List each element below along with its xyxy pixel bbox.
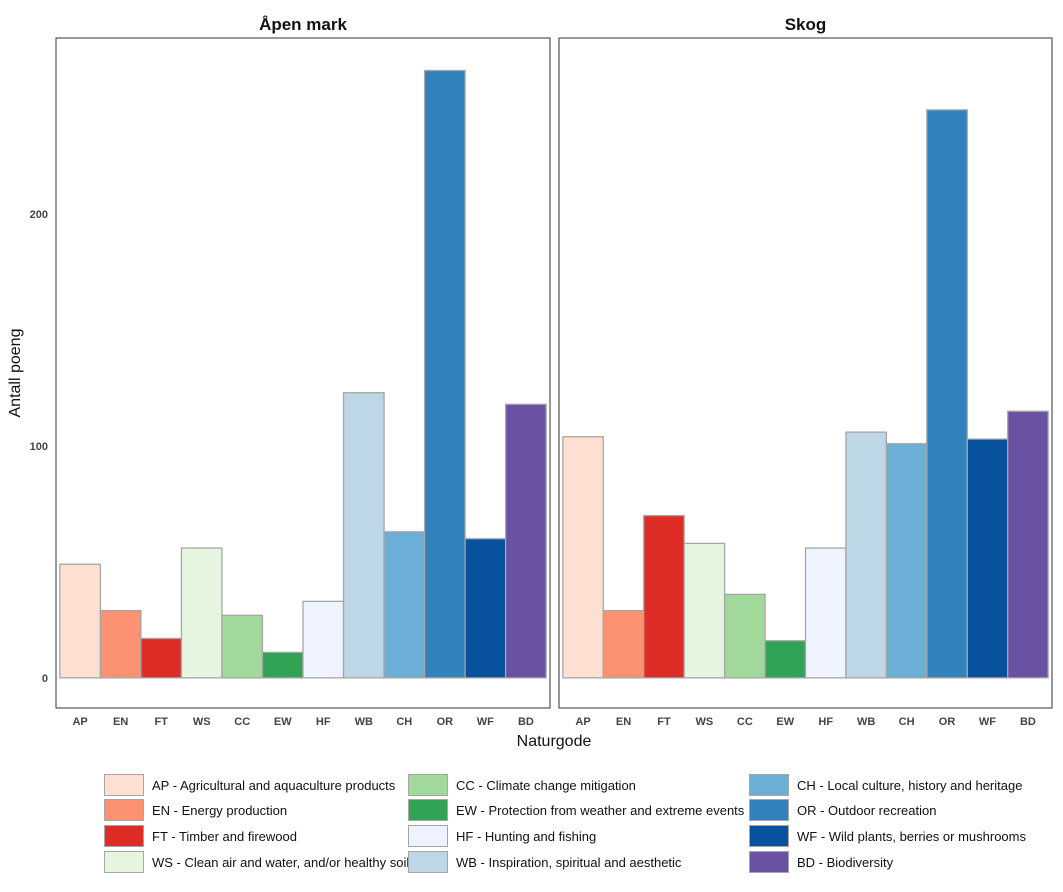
bar-WF (966, 438, 1009, 679)
x-tick-label: FT (657, 716, 671, 728)
legend-swatch (749, 825, 789, 847)
legend-label: WS - Clean air and water, and/or healthy… (152, 854, 410, 870)
legend-label: EW - Protection from weather and extreme… (456, 802, 745, 818)
bar-BD (1007, 410, 1049, 679)
legend-item-EW: EW - Protection from weather and extreme… (408, 798, 744, 822)
x-tick-label: WS (193, 716, 211, 728)
legend-item-EN: EN - Energy production (104, 798, 287, 822)
bar-BD (504, 403, 547, 679)
legend-item-OR: OR - Outdoor recreation (749, 798, 936, 822)
bar-WB (342, 392, 385, 679)
legend-item-HF: HF - Hunting and fishing (408, 824, 596, 848)
legend-label: OR - Outdoor recreation (797, 802, 937, 818)
bar-CC (221, 614, 264, 679)
x-tick-label: FT (154, 716, 168, 728)
legend-label: AP - Agricultural and aquaculture produc… (152, 777, 396, 793)
bar-WF (464, 538, 507, 679)
bar-EW (764, 640, 807, 679)
legend-swatch (408, 774, 448, 796)
x-tick-label: OR (939, 716, 956, 728)
x-tick-label: CC (234, 716, 250, 728)
panel-title: Åpen mark (259, 15, 347, 34)
legend-label: CH - Local culture, history and heritage (797, 777, 1023, 793)
x-tick-label: AP (575, 716, 590, 728)
legend-label: FT - Timber and firewood (152, 828, 297, 844)
legend-item-WB: WB - Inspiration, spiritual and aestheti… (408, 850, 681, 874)
x-tick-label: HF (818, 716, 833, 728)
legend-label: WF - Wild plants, berries or mushrooms (797, 828, 1026, 844)
legend-item-WF: WF - Wild plants, berries or mushrooms (749, 824, 1026, 848)
x-tick-label: BD (518, 716, 534, 728)
legend-swatch (408, 799, 448, 821)
bar-AP (562, 436, 604, 679)
x-tick-label: EN (616, 716, 631, 728)
legend-swatch (749, 851, 789, 873)
legend-item-BD: BD - Biodiversity (749, 850, 893, 874)
legend-swatch (408, 851, 448, 873)
x-tick-label: EW (776, 716, 794, 728)
legend-label: EN - Energy production (152, 802, 288, 818)
panel-border (558, 37, 1053, 709)
y-axis-title: Antall poeng (7, 329, 24, 418)
bar-HF (302, 600, 345, 679)
legend-label: BD - Biodiversity (797, 854, 894, 870)
bar-EN (602, 609, 645, 679)
bar-FT (140, 637, 183, 679)
legend-swatch (749, 799, 789, 821)
y-tick-label: 100 (30, 441, 48, 453)
y-tick-label: 0 (42, 673, 48, 685)
bar-FT (643, 514, 685, 679)
bar-WS (683, 542, 726, 679)
bar-CC (723, 593, 766, 679)
panel-border (55, 37, 551, 709)
bar-EW (261, 651, 304, 679)
legend-item-CH: CH - Local culture, history and heritage (749, 773, 1022, 797)
x-tick-label: CH (396, 716, 412, 728)
legend-swatch (104, 825, 144, 847)
legend: AP - Agricultural and aquaculture produc… (104, 771, 1034, 881)
bar-OR (926, 109, 968, 679)
x-tick-label: CH (899, 716, 915, 728)
legend-label: HF - Hunting and fishing (456, 828, 597, 844)
bar-AP (59, 563, 102, 679)
bar-OR (423, 69, 466, 679)
legend-swatch (749, 774, 789, 796)
legend-item-FT: FT - Timber and firewood (104, 824, 297, 848)
x-tick-label: OR (437, 716, 454, 728)
x-axis-title: Naturgode (517, 733, 592, 750)
legend-swatch (408, 825, 448, 847)
x-tick-label: WB (857, 716, 875, 728)
panel-title: Skog (785, 15, 827, 34)
legend-item-AP: AP - Agricultural and aquaculture produc… (104, 773, 395, 797)
legend-item-WS: WS - Clean air and water, and/or healthy… (104, 850, 409, 874)
bar-EN (99, 609, 142, 679)
bar-CH (383, 531, 426, 679)
legend-item-CC: CC - Climate change mitigation (408, 773, 636, 797)
x-tick-label: CC (737, 716, 753, 728)
x-tick-label: WS (696, 716, 714, 728)
x-tick-label: AP (72, 716, 87, 728)
x-tick-label: WF (979, 716, 996, 728)
x-tick-label: HF (316, 716, 331, 728)
x-tick-label: WF (477, 716, 494, 728)
y-tick-label: 200 (30, 209, 48, 221)
bar-WS (180, 547, 223, 679)
x-tick-label: EN (113, 716, 128, 728)
legend-swatch (104, 774, 144, 796)
legend-label: CC - Climate change mitigation (456, 777, 636, 793)
faceted-bar-chart: Antall poeng 0 100 200 Naturgode Åpen mark AP E… (7, 15, 1053, 750)
x-tick-label: WB (355, 716, 373, 728)
x-tick-label: EW (274, 716, 292, 728)
legend-label: WB - Inspiration, spiritual and aestheti… (456, 854, 682, 870)
bar-WB (845, 431, 888, 679)
x-tick-label: BD (1020, 716, 1036, 728)
bar-CH (885, 443, 928, 679)
legend-swatch (104, 851, 144, 873)
legend-swatch (104, 799, 144, 821)
bar-HF (804, 547, 847, 679)
